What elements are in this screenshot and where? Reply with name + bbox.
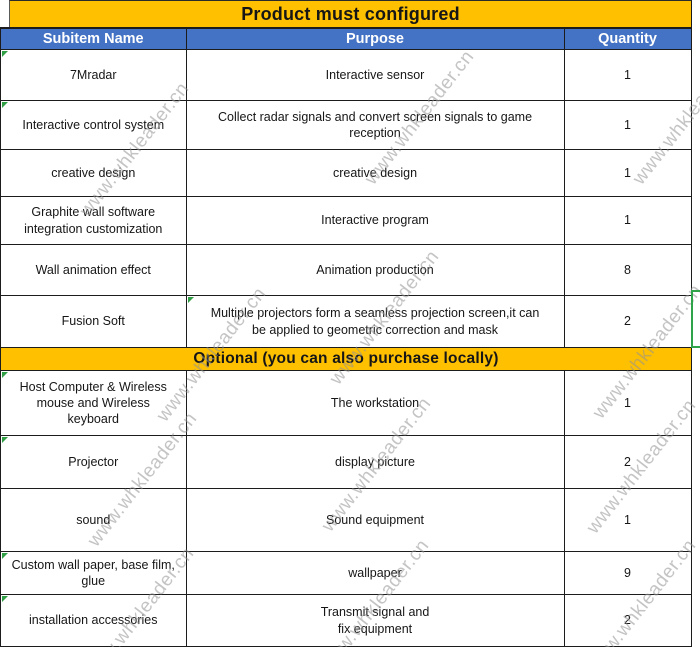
cell-purpose[interactable]: Sound equipment — [186, 489, 565, 552]
cell-subitem-name[interactable]: installation accessories — [1, 595, 187, 647]
cell-quantity[interactable]: 1 — [564, 101, 692, 150]
cell-quantity[interactable]: 1 — [564, 371, 692, 436]
cell-purpose-text: Interactive program — [321, 213, 429, 228]
cell-purpose[interactable]: wallpaper — [186, 552, 565, 595]
cell-purpose-text: The workstation — [330, 395, 420, 410]
cell-quantity[interactable]: 8 — [564, 245, 692, 296]
cell-quantity-text: 2 — [624, 314, 631, 329]
error-indicator-triangle — [2, 102, 8, 108]
cell-subitem-name-text: Host Computer & Wireless mouse and Wirel… — [19, 379, 167, 427]
error-indicator-triangle — [187, 297, 194, 303]
cell-purpose[interactable]: Multiple projectors form a seamless proj… — [186, 296, 565, 348]
cell-purpose[interactable]: Interactive program — [186, 197, 565, 245]
cell-quantity[interactable]: 1 — [564, 150, 692, 197]
table-row: Fusion Soft Multiple projectors form a se… — [0, 296, 692, 348]
cell-purpose-text: display picture — [335, 454, 415, 469]
column-header-quantity[interactable]: Quantity — [565, 29, 692, 49]
table-row: Host Computer & Wireless mouse and Wirel… — [0, 371, 692, 436]
cell-purpose[interactable]: display picture — [186, 436, 565, 489]
cell-quantity[interactable]: 1 — [564, 197, 692, 245]
cell-quantity[interactable]: 1 — [564, 489, 692, 552]
cell-quantity-text: 1 — [624, 213, 631, 228]
cell-purpose-text: Multiple projectors form a seamless proj… — [210, 306, 540, 337]
cell-subitem-name-text: creative design — [51, 165, 136, 180]
table-row: Projector display picture 2 — [0, 436, 692, 489]
cell-purpose[interactable]: Interactive sensor — [186, 50, 565, 101]
error-indicator-triangle — [2, 596, 8, 602]
error-indicator-triangle — [2, 553, 8, 559]
cell-quantity[interactable]: 1 — [564, 50, 692, 101]
table-row: sound Sound equipment 1 — [0, 489, 692, 552]
cell-subitem-name[interactable]: sound — [1, 489, 187, 552]
table-row: Graphite wall software integration custo… — [0, 197, 692, 245]
cell-quantity-text: 1 — [624, 165, 631, 180]
column-header-row: Subitem Name Purpose Quantity — [0, 27, 692, 50]
cell-subitem-name-text: sound — [76, 512, 111, 527]
error-indicator-triangle — [2, 51, 8, 57]
cell-quantity-text: 9 — [624, 565, 631, 580]
column-header-subitem-name[interactable]: Subitem Name — [1, 29, 187, 49]
cell-quantity[interactable]: 2 — [564, 296, 692, 348]
cell-quantity-text: 1 — [624, 67, 631, 82]
cell-subitem-name-text: Fusion Soft — [61, 314, 125, 329]
cell-purpose[interactable]: Animation production — [186, 245, 565, 296]
table-title-row: Product must configured — [0, 0, 692, 27]
error-indicator-triangle — [2, 372, 8, 378]
cell-subitem-name[interactable]: creative design — [1, 150, 187, 197]
cell-subitem-name-text: Wall animation effect — [35, 262, 151, 277]
cell-purpose-text: wallpaper — [348, 565, 402, 580]
cell-subitem-name[interactable]: Custom wall paper, base film, glue — [1, 552, 187, 595]
cell-purpose-text: Animation production — [316, 262, 434, 277]
cell-purpose[interactable]: The workstation — [186, 371, 565, 436]
section-header-optional[interactable]: Optional (you can also purchase locally) — [0, 348, 692, 371]
cell-purpose-text: Sound equipment — [326, 512, 424, 527]
cell-subitem-name[interactable]: Wall animation effect — [1, 245, 187, 296]
cell-purpose-text: Collect radar signals and convert screen… — [217, 109, 533, 140]
cell-quantity[interactable]: 9 — [564, 552, 692, 595]
cell-quantity-text: 8 — [624, 262, 631, 277]
cell-quantity-text: 2 — [624, 613, 631, 628]
table-row: Wall animation effect Animation productio… — [0, 245, 692, 296]
table-row: Custom wall paper, base film, glue wallpa… — [0, 552, 692, 595]
cell-subitem-name[interactable]: Graphite wall software integration custo… — [1, 197, 187, 245]
table-row: 7Mradar Interactive sensor 1 — [0, 50, 692, 101]
cell-purpose[interactable]: Transmit signal and fix equipment — [186, 595, 565, 647]
table-row: Interactive control system Collect radar … — [0, 101, 692, 150]
cell-quantity[interactable]: 2 — [564, 436, 692, 489]
column-header-purpose[interactable]: Purpose — [187, 29, 565, 49]
cell-purpose[interactable]: creative design — [186, 150, 565, 197]
section-optional-rows: Host Computer & Wireless mouse and Wirel… — [0, 371, 692, 647]
table-row: installation accessories Transmit signal … — [0, 595, 692, 647]
cell-subitem-name[interactable]: Interactive control system — [1, 101, 187, 150]
cell-subitem-name-text: Interactive control system — [22, 117, 165, 132]
cell-subitem-name[interactable]: Fusion Soft — [1, 296, 187, 348]
title-left-notch — [0, 0, 9, 27]
cell-purpose[interactable]: Collect radar signals and convert screen… — [186, 101, 565, 150]
cell-quantity-text: 2 — [624, 454, 631, 469]
cell-quantity-text: 1 — [624, 395, 631, 410]
cell-purpose-text: creative design — [332, 165, 418, 180]
table-row: creative design creative design 1 — [0, 150, 692, 197]
cell-quantity-text: 1 — [624, 512, 631, 527]
cell-quantity-text: 1 — [624, 117, 631, 132]
section-must-configured-rows: 7Mradar Interactive sensor 1 Interactive co… — [0, 50, 692, 348]
selected-cell-outline — [691, 290, 700, 348]
table-title[interactable]: Product must configured — [9, 0, 692, 27]
cell-subitem-name[interactable]: Host Computer & Wireless mouse and Wirel… — [1, 371, 187, 436]
cell-subitem-name-text: Graphite wall software integration custo… — [24, 205, 163, 236]
cell-subitem-name[interactable]: Projector — [1, 436, 187, 489]
cell-subitem-name-text: Projector — [68, 454, 119, 469]
cell-quantity[interactable]: 2 — [564, 595, 692, 647]
cell-subitem-name-text: 7Mradar — [69, 67, 117, 82]
cell-subitem-name-text: Custom wall paper, base film, glue — [11, 557, 175, 588]
cell-purpose-text: Transmit signal and fix equipment — [320, 605, 430, 636]
cell-purpose-text: Interactive sensor — [325, 67, 425, 82]
error-indicator-triangle — [2, 437, 8, 443]
cell-subitem-name-text: installation accessories — [28, 613, 158, 628]
cell-subitem-name[interactable]: 7Mradar — [1, 50, 187, 101]
